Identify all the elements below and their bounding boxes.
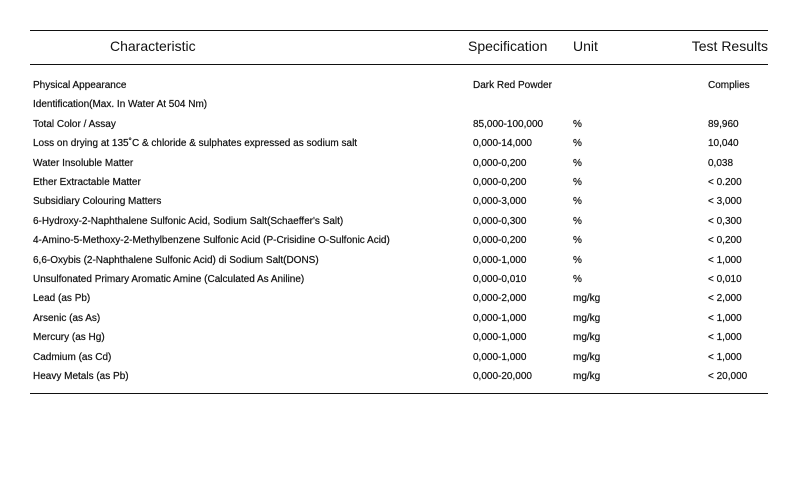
header-specification: Specification [468,38,548,54]
cell-unit: % [573,196,582,208]
cell-unit: % [573,235,582,247]
cell-specification: 0,000-0,300 [473,215,527,227]
table-row: Unsulfonated Primary Aromatic Amine (Cal… [0,274,800,293]
cell-result: < 1,000 [708,332,742,344]
cell-specification: 0,000-1,000 [473,254,527,266]
cell-characteristic: Total Color / Assay [33,118,116,130]
cell-specification: 0,000-1,000 [473,332,527,344]
cell-result: < 0,200 [708,235,742,247]
cell-unit: % [573,177,582,188]
cell-specification: 0,000-1,000 [473,351,527,363]
cell-characteristic: Ether Extractable Matter [33,177,141,188]
table-row: Identification(Max. In Water At 504 Nm) [0,99,800,118]
cell-specification: Dark Red Powder [473,80,552,91]
cell-result: < 0,010 [708,274,742,285]
cell-result: < 1,000 [708,351,742,363]
cell-unit: % [573,138,582,150]
cell-specification: 0,000-0,200 [473,235,527,247]
cell-result: < 2,000 [708,293,742,305]
cell-result: < 3,000 [708,196,742,208]
cell-characteristic: Mercury (as Hg) [33,332,105,344]
table-row: Total Color / Assay 85,000-100,000% 89,960 [0,119,800,138]
cell-specification: 0,000-2,000 [473,293,527,305]
cell-result: < 1,000 [708,312,742,324]
table-row: 6,6-Oxybis (2-Naphthalene Sulfonic Acid)… [0,254,800,274]
cell-result: < 0,300 [708,215,742,227]
header-characteristic: Characteristic [110,38,196,54]
header-test-results: Test Results [691,38,768,54]
cell-unit: mg/kg [573,332,601,344]
cell-specification: 0,000-0,010 [473,274,527,285]
cell-specification: 0,000-20,000 [473,371,532,382]
cell-characteristic: Lead (as Pb) [33,293,91,305]
header-rule [30,64,768,65]
cell-unit: mg/kg [573,293,601,305]
cell-result: Complies [708,80,750,91]
cell-unit: mg/kg [573,371,601,382]
cell-characteristic: 6,6-Oxybis (2-Naphthalene Sulfonic Acid)… [33,254,319,266]
cell-result: < 0.200 [708,177,742,188]
cell-result: < 20,000 [708,371,748,382]
cell-result: < 1,000 [708,254,742,266]
cell-characteristic: Physical Appearance [33,80,127,91]
cell-characteristic: Identification(Max. In Water At 504 Nm) [33,99,208,111]
cell-characteristic: Water Insoluble Matter [33,157,134,169]
cell-unit: mg/kg [573,351,601,363]
table-row: 6-Hydroxy-2-Naphthalene Sulfonic Acid, S… [0,216,800,235]
table-row: Heavy Metals (as Pb) 0,000-20,000 mg/kg < 2… [0,371,800,390]
table-row: Ether Extractable Matter 0,000-0,200% < 0.… [0,177,800,196]
cell-specification: 85,000-100,000 [473,118,544,130]
cell-unit: % [573,215,582,227]
cell-result: 89,960 [708,118,739,130]
cell-specification: 0,000-0,200 [473,157,527,169]
cell-specification: 0,000-0,200 [473,177,527,188]
cell-characteristic: 6-Hydroxy-2-Naphthalene Sulfonic Acid, S… [33,215,344,227]
cell-characteristic: Subsidiary Colouring Matters [33,196,162,208]
table-row: Subsidiary Colouring Matters 0,000-3,000%… [0,196,800,215]
cell-specification: 0,000-3,000 [473,196,527,208]
table-row: 4-Amino-5-Methoxy-2-Methylbenzene Sulfon… [0,235,800,254]
cell-characteristic: 4-Amino-5-Methoxy-2-Methylbenzene Sulfon… [33,235,390,247]
cell-characteristic: Unsulfonated Primary Aromatic Amine (Cal… [33,274,305,285]
table-row: Lead (as Pb) 0,000-2,000 mg/kg < 2,000 [0,293,800,312]
cell-characteristic: Heavy Metals (as Pb) [33,371,129,382]
cell-characteristic: Arsenic (as As) [33,312,101,324]
cell-unit: % [573,157,582,169]
cell-result: 10,040 [708,138,739,150]
table-row: Physical Appearance Dark Red Powder Compli… [0,80,800,99]
cell-specification: 0,000-1,000 [473,312,527,324]
table-row: Loss on drying at 135˚C & chloride & sul… [0,138,800,157]
top-rule [30,30,768,31]
cell-unit: % [573,274,582,285]
bottom-rule [30,393,768,394]
cell-specification: 0,000-14,000 [473,138,532,150]
cell-unit: % [573,254,582,266]
cell-result: 0,038 [708,157,734,169]
table-row: Cadmium (as Cd) 0,000-1,000 mg/kg < 1,000 [0,351,800,371]
cell-characteristic: Loss on drying at 135˚C & chloride & sul… [33,138,358,150]
table-row: Mercury (as Hg) 0,000-1,000 mg/kg < 1,000 [0,332,800,351]
table-row: Water Insoluble Matter 0,000-0,200% 0,038 [0,157,800,177]
cell-characteristic: Cadmium (as Cd) [33,351,112,363]
table-row: Arsenic (as As) 0,000-1,000 mg/kg < 1,000 [0,313,800,332]
cell-unit: % [573,118,582,130]
header-unit: Unit [573,38,598,54]
cell-unit: mg/kg [573,312,601,324]
